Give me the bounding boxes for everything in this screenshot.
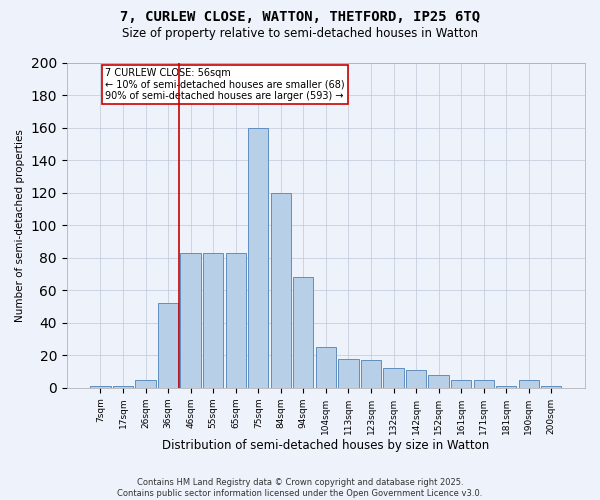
Bar [541, 386, 562, 388]
Text: 7 CURLEW CLOSE: 56sqm
← 10% of semi-detached houses are smaller (68)
90% of semi: 7 CURLEW CLOSE: 56sqm ← 10% of semi-deta… [105, 68, 344, 101]
Bar [473, 380, 494, 388]
Text: Size of property relative to semi-detached houses in Watton: Size of property relative to semi-detach… [122, 28, 478, 40]
Bar [518, 380, 539, 388]
Bar [136, 380, 156, 388]
Bar [496, 386, 517, 388]
Bar [316, 347, 336, 388]
Bar [361, 360, 381, 388]
Bar [338, 358, 359, 388]
Text: Contains HM Land Registry data © Crown copyright and database right 2025.
Contai: Contains HM Land Registry data © Crown c… [118, 478, 482, 498]
X-axis label: Distribution of semi-detached houses by size in Watton: Distribution of semi-detached houses by … [162, 440, 490, 452]
Text: 7, CURLEW CLOSE, WATTON, THETFORD, IP25 6TQ: 7, CURLEW CLOSE, WATTON, THETFORD, IP25 … [120, 10, 480, 24]
Bar [203, 253, 223, 388]
Bar [293, 278, 313, 388]
Bar [158, 304, 178, 388]
Bar [226, 253, 246, 388]
Bar [113, 386, 133, 388]
Y-axis label: Number of semi-detached properties: Number of semi-detached properties [15, 129, 25, 322]
Bar [451, 380, 471, 388]
Bar [181, 253, 201, 388]
Bar [91, 386, 110, 388]
Bar [383, 368, 404, 388]
Bar [271, 193, 291, 388]
Bar [406, 370, 426, 388]
Bar [428, 375, 449, 388]
Bar [248, 128, 268, 388]
